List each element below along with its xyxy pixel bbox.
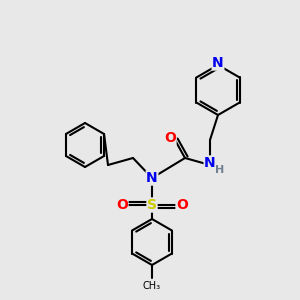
Text: O: O <box>116 198 128 212</box>
Text: N: N <box>146 171 158 185</box>
Text: H: H <box>215 165 225 175</box>
Text: CH₃: CH₃ <box>143 281 161 291</box>
Text: S: S <box>147 198 157 212</box>
Text: N: N <box>212 56 224 70</box>
Text: N: N <box>204 156 216 170</box>
Text: O: O <box>164 131 176 145</box>
Text: O: O <box>176 198 188 212</box>
